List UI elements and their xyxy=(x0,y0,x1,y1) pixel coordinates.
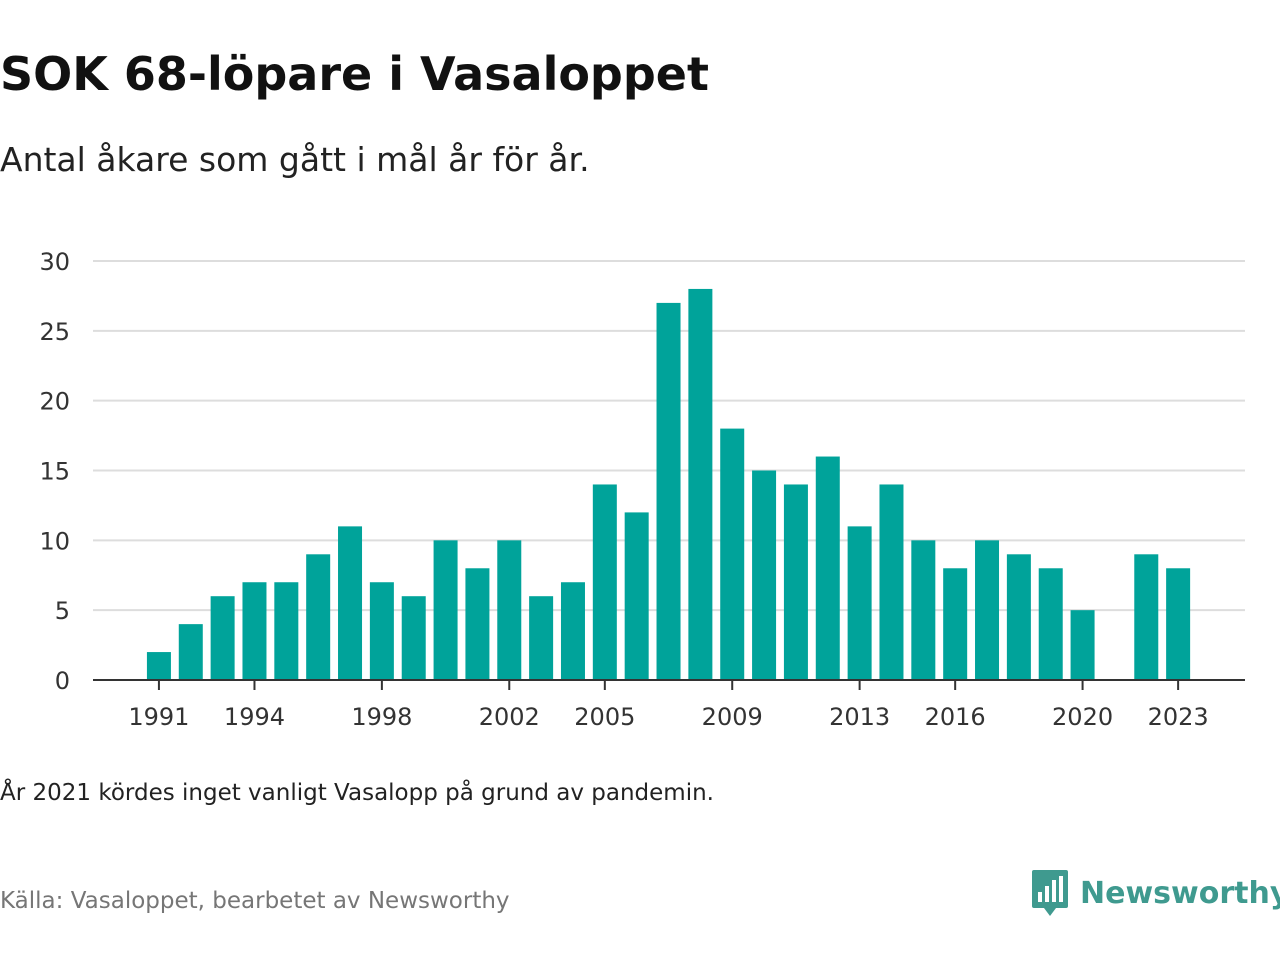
y-tick-label-25: 25 xyxy=(39,318,70,346)
x-tick-label-1994: 1994 xyxy=(224,703,285,731)
bar-2017 xyxy=(975,540,1000,680)
bar-1995 xyxy=(274,582,299,680)
x-tick-label-2002: 2002 xyxy=(479,703,540,731)
brand-logo: Newsworthy xyxy=(1030,868,1280,918)
bar-2010 xyxy=(752,470,777,680)
y-tick-label-10: 10 xyxy=(39,527,70,555)
bar-1996 xyxy=(306,554,331,680)
bar-2003 xyxy=(529,596,554,680)
bar-2004 xyxy=(560,582,585,680)
x-tick-label-1991: 1991 xyxy=(128,703,189,731)
bar-1998 xyxy=(369,582,394,680)
source-credit: Källa: Vasaloppet, bearbetet av Newswort… xyxy=(0,888,510,914)
x-tick-label-2020: 2020 xyxy=(1052,703,1113,731)
bar-2014 xyxy=(879,484,904,680)
y-tick-label-15: 15 xyxy=(39,458,70,486)
bar-2018 xyxy=(1006,554,1031,680)
bars xyxy=(146,288,1191,680)
bar-1994 xyxy=(242,582,267,680)
bar-2007 xyxy=(656,302,681,680)
bar-2005 xyxy=(592,484,617,680)
bar-1999 xyxy=(401,596,426,680)
y-tick-label-5: 5 xyxy=(55,597,70,625)
newsworthy-logo-icon xyxy=(1032,870,1068,916)
footnote: År 2021 kördes inget vanligt Vasalopp på… xyxy=(0,780,714,806)
y-tick-label-20: 20 xyxy=(39,388,70,416)
bar-1993 xyxy=(210,596,235,680)
bar-2023 xyxy=(1166,568,1191,680)
x-tick-label-1998: 1998 xyxy=(351,703,412,731)
chart-title: SOK 68-löpare i Vasaloppet xyxy=(0,47,709,101)
bar-2008 xyxy=(688,288,713,680)
bar-2009 xyxy=(720,428,745,680)
bar-2019 xyxy=(1038,568,1063,680)
bar-2006 xyxy=(624,512,649,680)
x-axis-ticks: 1991 1994 1998 2002 2005 2009 2013 2016 2020 2023 xyxy=(128,680,1209,731)
bar-2013 xyxy=(847,526,872,680)
x-tick-label-2023: 2023 xyxy=(1148,703,1209,731)
x-tick-label-2016: 2016 xyxy=(925,703,986,731)
bar-2002 xyxy=(497,540,522,680)
y-tick-label-30: 30 xyxy=(39,248,70,276)
y-tick-label-0: 0 xyxy=(55,667,70,695)
bar-2001 xyxy=(465,568,490,680)
bar-2020 xyxy=(1070,610,1095,680)
bar-1991 xyxy=(146,652,171,680)
x-tick-label-2005: 2005 xyxy=(574,703,635,731)
x-tick-label-2013: 2013 xyxy=(829,703,890,731)
bar-1997 xyxy=(338,526,363,680)
bar-2011 xyxy=(783,484,808,680)
bar-2022 xyxy=(1134,554,1159,680)
bar-2016 xyxy=(943,568,968,680)
bar-2012 xyxy=(815,456,840,680)
bar-1992 xyxy=(178,624,203,680)
x-tick-label-2009: 2009 xyxy=(702,703,763,731)
bar-2015 xyxy=(911,540,936,680)
brand-name: Newsworthy xyxy=(1080,875,1280,911)
bar-2000 xyxy=(433,540,458,680)
y-axis-ticks: 0 5 10 15 20 25 30 xyxy=(39,248,70,695)
chart-subtitle: Antal åkare som gått i mål år för år. xyxy=(0,140,590,179)
bar-chart: 0 5 10 15 20 25 30 1991 1994 1998 2002 2005 2009 201… xyxy=(39,248,1245,731)
